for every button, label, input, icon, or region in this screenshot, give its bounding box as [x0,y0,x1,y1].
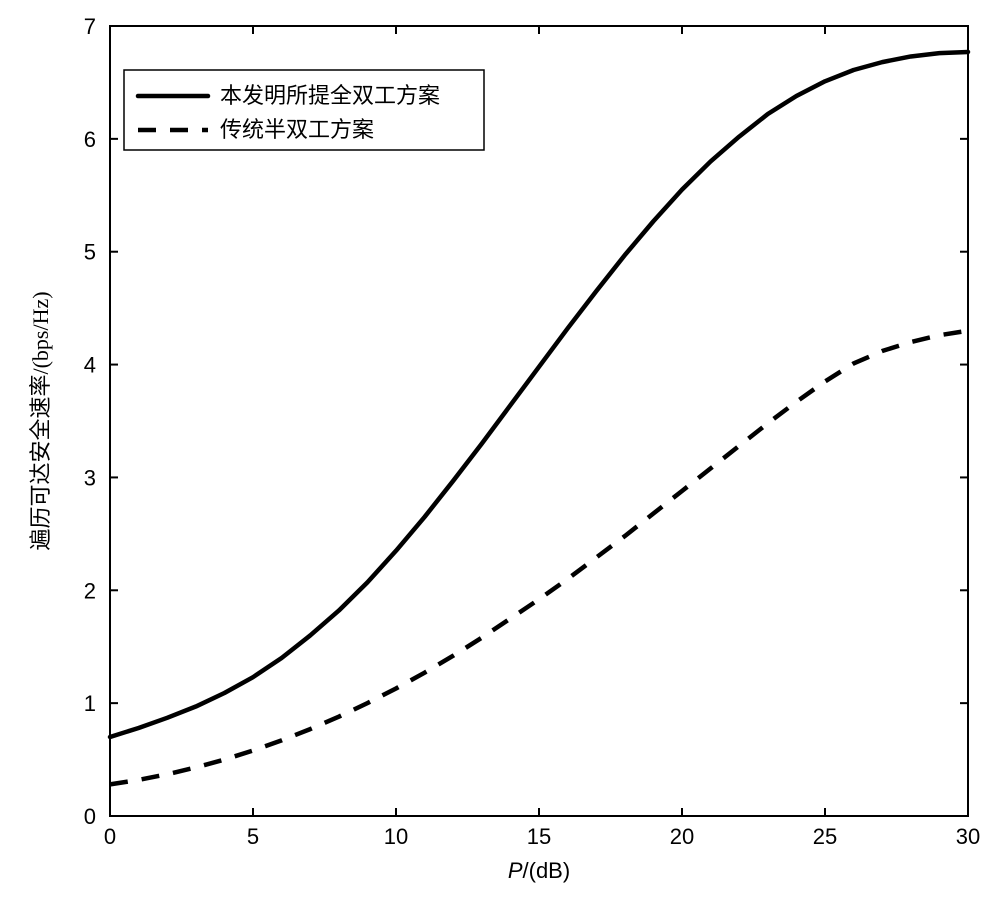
y-tick-label: 2 [84,578,96,603]
series-full_duplex [110,52,968,737]
y-axis-label: 遍历可达安全速率/(bps/Hz) [28,291,53,550]
y-tick-label: 3 [84,465,96,490]
legend-label: 传统半双工方案 [220,117,374,142]
x-tick-label: 10 [384,824,408,849]
x-tick-label: 25 [813,824,837,849]
line-chart: 0 5 10 15 20 25 30 0 1 2 3 4 5 6 7 P/(dB) 遍历可达安全速率/(bps/… [0,0,1000,901]
x-tick-label: 5 [247,824,259,849]
x-tick-label: 15 [527,824,551,849]
y-tick-label: 5 [84,240,96,265]
x-tick-label: 0 [104,824,116,849]
x-axis-label: P/(dB) [508,858,570,883]
x-tick-label: 20 [670,824,694,849]
y-tick-label: 6 [84,127,96,152]
y-tick-label: 7 [84,14,96,39]
y-tick-label: 0 [84,804,96,829]
y-tick-label: 1 [84,691,96,716]
legend-label: 本发明所提全双工方案 [220,83,440,108]
series-half_duplex [110,331,968,785]
x-tick-label: 30 [956,824,980,849]
y-tick-label: 4 [84,353,96,378]
chart-container: 0 5 10 15 20 25 30 0 1 2 3 4 5 6 7 P/(dB) 遍历可达安全速率/(bps/… [0,0,1000,901]
plot-border [110,26,968,816]
